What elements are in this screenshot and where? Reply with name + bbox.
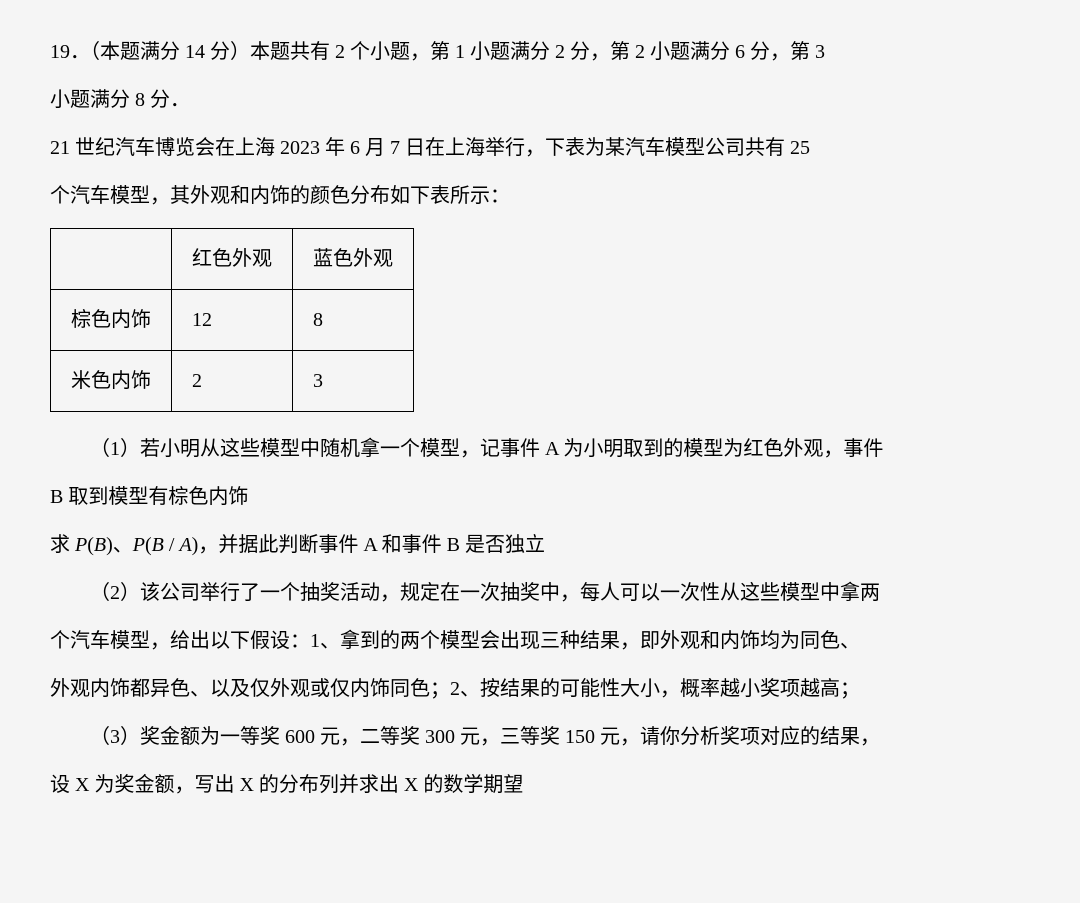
part2-line3: 外观内饰都异色、以及仅外观或仅内饰同色；2、按结果的可能性大小，概率越小奖项越高… [50,667,1030,711]
part3-line1: （3）奖金额为一等奖 600 元，二等奖 300 元，三等奖 150 元，请你分… [50,715,1030,759]
document-container: 19．（本题满分 14 分）本题共有 2 个小题，第 1 小题满分 2 分，第 … [50,30,1030,807]
table-row1-val2: 8 [293,290,414,351]
intro-line2: 个汽车模型，其外观和内饰的颜色分布如下表所示： [50,174,1030,218]
intro-line1: 21 世纪汽车博览会在上海 2023 年 6 月 7 日在上海举行，下表为某汽车… [50,126,1030,170]
problem-header-line2: 小题满分 8 分． [50,78,1030,122]
part2-line1: （2）该公司举行了一个抽奖活动，规定在一次抽奖中，每人可以一次性从这些模型中拿两 [50,571,1030,615]
table-cell-empty [51,229,172,290]
table-row: 米色内饰 2 3 [51,351,414,412]
problem-header-line1: 19．（本题满分 14 分）本题共有 2 个小题，第 1 小题满分 2 分，第 … [50,30,1030,74]
table-row2-val2: 3 [293,351,414,412]
table-header-row: 红色外观 蓝色外观 [51,229,414,290]
part3-line2: 设 X 为奖金额，写出 X 的分布列并求出 X 的数学期望 [50,763,1030,807]
table-row2-label: 米色内饰 [51,351,172,412]
table-header-col2: 蓝色外观 [293,229,414,290]
table-row2-val1: 2 [172,351,293,412]
table-row1-label: 棕色内饰 [51,290,172,351]
table-row1-val1: 12 [172,290,293,351]
part2-line2: 个汽车模型，给出以下假设：1、拿到的两个模型会出现三种结果，即外观和内饰均为同色… [50,619,1030,663]
part1-line2: B 取到模型有棕色内饰 [50,475,1030,519]
table-row: 棕色内饰 12 8 [51,290,414,351]
part1-formula: 求 P(B)、P(B / A)，并据此判断事件 A 和事件 B 是否独立 [50,523,1030,567]
formula-text: 求 P(B)、P(B / A)，并据此判断事件 A 和事件 B 是否独立 [50,534,545,556]
data-table: 红色外观 蓝色外观 棕色内饰 12 8 米色内饰 2 3 [50,228,414,412]
table-header-col1: 红色外观 [172,229,293,290]
part1-line1: （1）若小明从这些模型中随机拿一个模型，记事件 A 为小明取到的模型为红色外观，… [50,427,1030,471]
